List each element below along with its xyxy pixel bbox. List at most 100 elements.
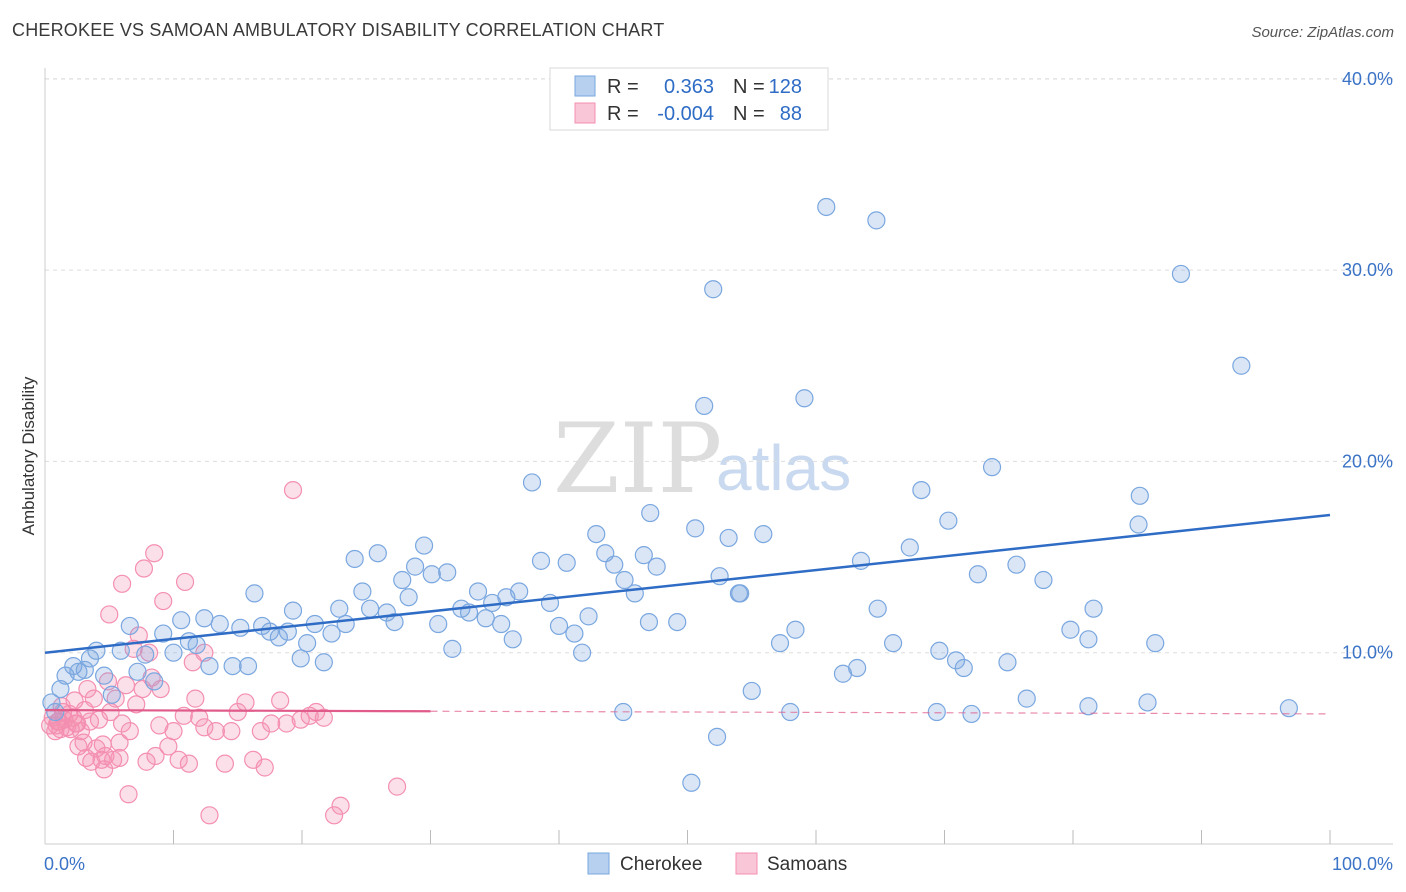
point-samoans-37 [137, 752, 156, 771]
point-samoans-60 [262, 714, 281, 733]
point-cherokee-74 [615, 570, 634, 590]
legend-r-value-1: 0.363 [664, 76, 714, 98]
point-samoans-85 [119, 785, 138, 804]
point-cherokee-59 [492, 614, 511, 634]
point-samoans-84 [68, 714, 87, 733]
point-cherokee-32 [283, 601, 303, 620]
point-samoans-58 [251, 722, 270, 741]
series-samoans-points [41, 480, 407, 825]
point-cherokee-61 [503, 630, 522, 649]
point-cherokee-86 [754, 524, 773, 544]
point-cherokee-25 [231, 618, 250, 637]
point-samoans-70 [387, 777, 407, 796]
point-cherokee-53 [443, 639, 462, 658]
point-cherokee-27 [245, 584, 264, 603]
watermark: ZIP atlas [553, 403, 851, 515]
point-cherokee-46 [393, 570, 412, 590]
point-samoans-73 [110, 748, 129, 768]
point-cherokee-104 [1017, 689, 1036, 708]
point-cherokee-45 [385, 612, 404, 632]
point-cherokee-76 [634, 546, 653, 565]
point-cherokee-14 [136, 645, 155, 664]
x-tick-labels: 0.0% 100.0% [44, 854, 1393, 874]
y-tick-label-3: 40.0% [1342, 69, 1393, 89]
point-cherokee-6 [75, 660, 94, 680]
point-cherokee-107 [704, 280, 723, 299]
legend-r-label-2: R = [607, 103, 639, 125]
point-cherokee-41 [353, 582, 372, 601]
point-cherokee-39 [336, 614, 355, 634]
point-cherokee-89 [795, 389, 814, 408]
point-cherokee-5 [69, 662, 88, 681]
point-samoans-81 [65, 691, 84, 710]
point-samoans-29 [110, 733, 129, 752]
point-samoans-87 [183, 653, 202, 672]
point-samoans-54 [222, 722, 241, 741]
point-samoans-55 [228, 702, 247, 722]
series-legend: Cherokee Samoans [587, 852, 847, 875]
point-samoans-61 [271, 691, 290, 710]
point-cherokee-116 [1079, 630, 1098, 649]
point-cherokee-87 [770, 634, 790, 653]
point-samoans-50 [195, 718, 214, 737]
point-cherokee-12 [120, 616, 139, 636]
point-cherokee-4 [64, 656, 83, 676]
point-cherokee-106 [731, 584, 750, 603]
point-cherokee-80 [686, 519, 705, 538]
trend-lines [44, 513, 1331, 715]
x-tick-label-1: 100.0% [1332, 854, 1393, 874]
point-samoans-78 [175, 572, 195, 592]
legend-swatch-samoans [574, 102, 596, 124]
legend-r-label-1: R = [607, 76, 639, 98]
point-cherokee-79 [668, 612, 687, 632]
point-cherokee-83 [719, 528, 738, 548]
point-cherokee-37 [322, 624, 341, 643]
chart-title: CHEROKEE VS SAMOAN AMBULATORY DISABILITY… [12, 20, 665, 40]
point-samoans-56 [236, 693, 255, 712]
point-samoans-76 [134, 559, 154, 578]
point-cherokee-70 [579, 607, 598, 626]
trend-line-samoans-dashed [430, 710, 1331, 715]
point-cherokee-66 [549, 616, 569, 636]
point-cherokee-69 [573, 643, 592, 662]
point-cherokee-34 [298, 634, 317, 653]
legend-n-value-2: 88 [780, 103, 802, 125]
y-tick-label-2: 30.0% [1342, 260, 1393, 280]
point-cherokee-49 [414, 536, 434, 555]
point-cherokee-42 [361, 599, 380, 618]
point-samoans-52 [206, 722, 226, 741]
point-samoans-63 [283, 480, 303, 500]
point-cherokee-115 [1279, 699, 1298, 718]
point-cherokee-121 [1171, 264, 1191, 284]
watermark-atlas: atlas [716, 432, 851, 504]
point-cherokee-99 [954, 658, 973, 678]
point-cherokee-11 [111, 641, 130, 660]
point-samoans-68 [325, 806, 344, 825]
point-cherokee-114 [1232, 356, 1251, 375]
point-cherokee-63 [522, 473, 542, 492]
point-cherokee-125 [848, 658, 867, 678]
point-cherokee-13 [128, 662, 147, 681]
point-cherokee-95 [900, 538, 919, 557]
chart-source: Source: ZipAtlas.com [1251, 24, 1394, 41]
point-cherokee-38 [330, 599, 349, 618]
point-samoans-67 [314, 708, 333, 727]
point-cherokee-43 [368, 544, 387, 563]
point-samoans-47 [179, 754, 199, 773]
point-cherokee-88 [786, 620, 805, 639]
point-cherokee-100 [968, 565, 988, 584]
point-samoans-34 [127, 695, 146, 714]
point-samoans-74 [100, 605, 119, 624]
point-cherokee-8 [87, 641, 106, 660]
point-cherokee-81 [695, 396, 714, 416]
x-ticks [173, 830, 1331, 844]
point-cherokee-110 [962, 704, 981, 724]
legend-n-label-1: N = [733, 76, 765, 98]
point-cherokee-40 [345, 549, 364, 569]
point-cherokee-26 [238, 656, 258, 676]
y-tick-labels: 10.0% 20.0% 30.0% 40.0% [1342, 69, 1393, 663]
point-cherokee-111 [1061, 620, 1080, 639]
point-samoans-77 [145, 544, 164, 563]
point-samoans-32 [120, 722, 139, 741]
point-cherokee-119 [1084, 599, 1103, 618]
